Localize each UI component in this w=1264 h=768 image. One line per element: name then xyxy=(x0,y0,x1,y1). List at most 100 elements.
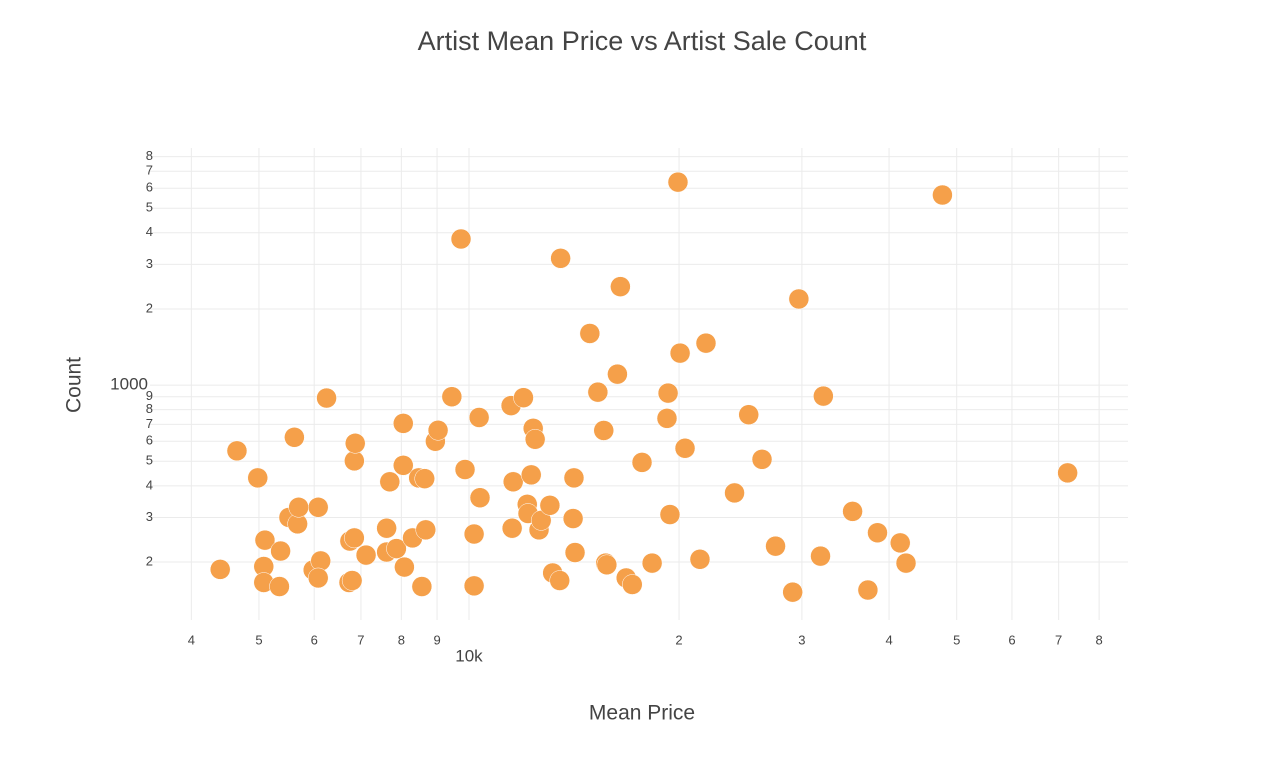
point xyxy=(724,482,745,504)
point xyxy=(415,519,436,541)
point xyxy=(695,332,717,354)
point xyxy=(454,459,476,480)
point xyxy=(463,523,485,545)
x-tick-label: 4 xyxy=(188,632,195,647)
x-tick-label: 5 xyxy=(255,632,262,647)
point xyxy=(269,576,290,597)
point xyxy=(656,408,678,429)
point xyxy=(524,429,546,450)
point xyxy=(288,497,309,518)
point xyxy=(669,342,691,364)
y-tick-label: 1000 xyxy=(110,375,148,394)
point xyxy=(810,545,831,567)
point xyxy=(247,467,268,489)
point xyxy=(344,527,365,549)
point xyxy=(622,574,643,595)
y-tick-label: 2 xyxy=(146,300,153,315)
point xyxy=(411,576,433,597)
point xyxy=(468,407,490,428)
x-tick-label: 9 xyxy=(433,632,440,647)
y-tick-label: 9 xyxy=(146,388,153,403)
point xyxy=(469,487,491,508)
point xyxy=(393,413,414,434)
point xyxy=(765,535,786,557)
x-tick-label: 5 xyxy=(953,632,960,647)
point xyxy=(564,542,586,563)
point xyxy=(667,171,689,193)
point xyxy=(539,495,561,516)
point xyxy=(631,452,653,473)
x-tick-label: 6 xyxy=(1008,632,1015,647)
point xyxy=(501,517,523,539)
point xyxy=(520,464,542,486)
point xyxy=(788,288,810,310)
point xyxy=(782,581,803,603)
point xyxy=(386,538,407,559)
point xyxy=(414,468,435,489)
point xyxy=(674,438,696,459)
y-tick-label: 7 xyxy=(146,416,153,431)
point xyxy=(607,363,628,385)
point xyxy=(813,385,834,407)
point xyxy=(842,501,863,522)
point xyxy=(1057,462,1078,484)
y-tick-label: 3 xyxy=(146,256,153,271)
point xyxy=(562,508,584,529)
point xyxy=(641,552,663,574)
point xyxy=(463,575,485,597)
point xyxy=(895,552,917,574)
chart-title: Artist Mean Price vs Artist Sale Count xyxy=(418,26,867,56)
point xyxy=(738,404,759,425)
point xyxy=(307,497,329,518)
point xyxy=(867,522,888,544)
point xyxy=(657,382,679,404)
y-tick-label: 6 xyxy=(146,433,153,448)
points xyxy=(209,171,1078,603)
y-tick-label: 8 xyxy=(146,148,153,163)
y-tick-label: 5 xyxy=(146,453,153,468)
point xyxy=(254,529,276,551)
point xyxy=(659,504,681,525)
point xyxy=(393,455,414,476)
point xyxy=(284,427,305,448)
x-tick-label: 7 xyxy=(1055,632,1062,647)
point xyxy=(550,248,571,269)
y-tick-label: 7 xyxy=(146,163,153,178)
point xyxy=(587,381,609,403)
y-tick-label: 3 xyxy=(146,509,153,524)
x-tick-label: 4 xyxy=(885,632,892,647)
point xyxy=(689,549,711,570)
point xyxy=(450,228,472,250)
x-tick-label: 6 xyxy=(311,632,318,647)
y-tick-label: 2 xyxy=(146,553,153,568)
point xyxy=(355,544,377,566)
x-tick-label: 10k xyxy=(455,646,483,665)
point xyxy=(932,184,953,206)
point xyxy=(344,450,365,472)
point xyxy=(341,570,363,591)
point xyxy=(593,420,614,441)
point xyxy=(427,420,449,441)
point xyxy=(394,556,415,578)
point xyxy=(441,386,463,407)
y-tick-label: 5 xyxy=(146,200,153,215)
x-tick-label: 7 xyxy=(357,632,364,647)
point xyxy=(502,471,524,493)
point xyxy=(310,550,331,572)
x-tick-label: 3 xyxy=(798,632,805,647)
point xyxy=(610,276,631,297)
y-tick-label: 4 xyxy=(146,224,153,239)
point xyxy=(307,567,329,589)
point xyxy=(379,471,401,493)
y-tick-label: 6 xyxy=(146,180,153,195)
point xyxy=(579,323,601,344)
y-axis-label: Count xyxy=(63,357,86,413)
x-tick-label: 8 xyxy=(398,632,405,647)
grid xyxy=(150,148,1128,620)
point xyxy=(563,467,585,489)
x-tick-label: 8 xyxy=(1096,632,1103,647)
x-tick-label: 2 xyxy=(675,632,682,647)
x-axis-label: Mean Price xyxy=(589,702,695,725)
